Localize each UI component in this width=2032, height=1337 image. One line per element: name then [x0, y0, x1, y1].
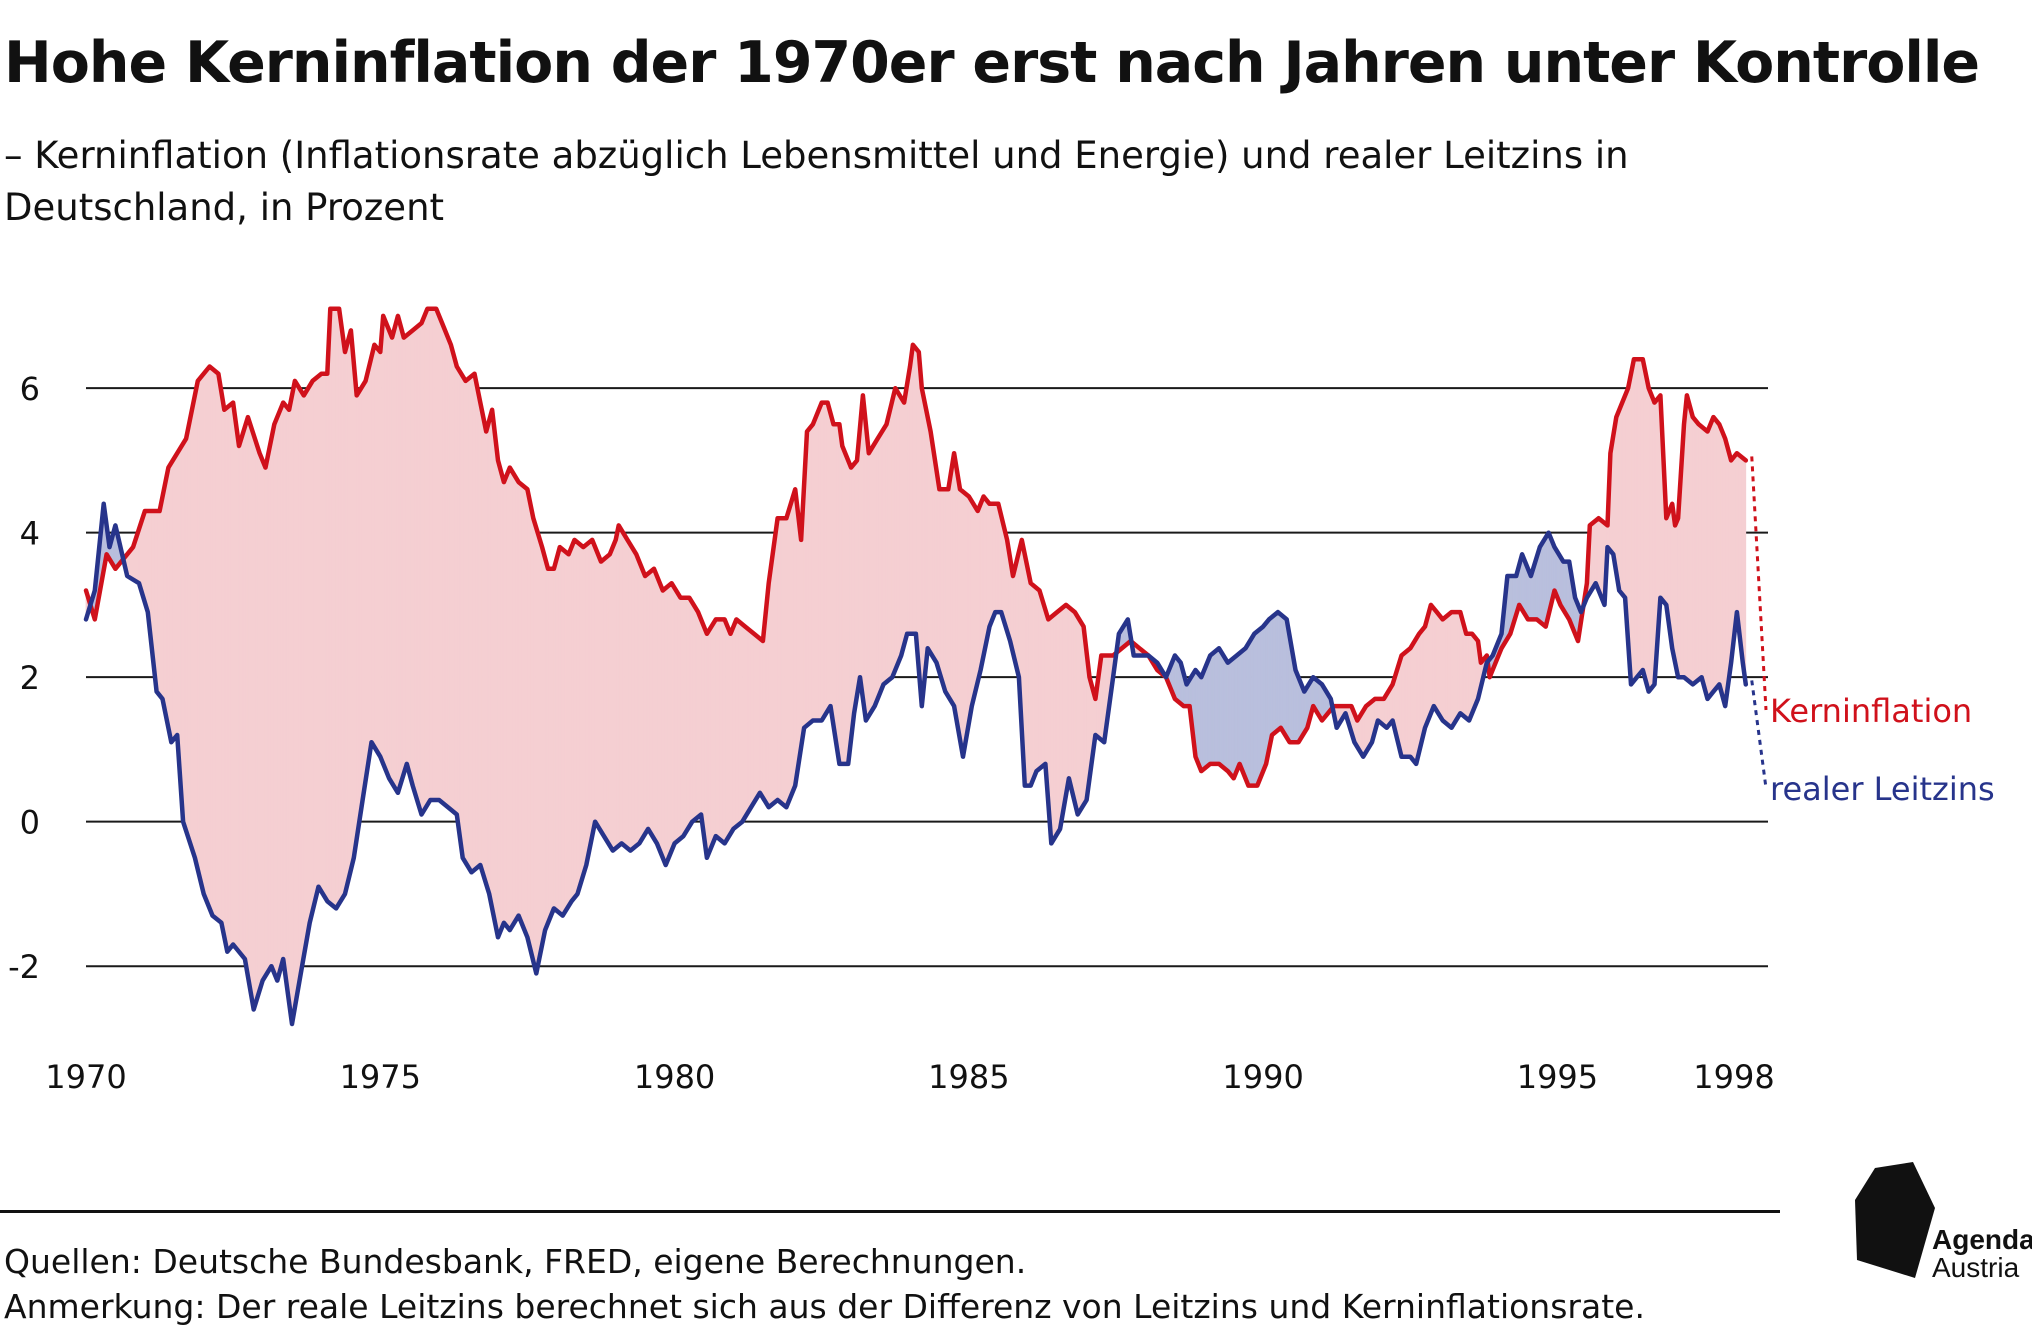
series-label-realer-leitzins: realer Leitzins: [1770, 770, 1995, 808]
x-tick-label: 1980: [634, 1058, 715, 1096]
x-tick-label: 1970: [45, 1058, 126, 1096]
series-leader-realer-leitzins: [1750, 680, 1768, 789]
fill-between-area: [85, 308, 1747, 1024]
line-chart: -2 0 2 4 6 1970 1975 1980 1985 1990 1995 1998 Kernin…: [8, 306, 1995, 1096]
x-tick-label: 1975: [340, 1058, 421, 1096]
logo-line-1: Agenda: [1932, 1224, 2032, 1255]
chart-title: Hohe Kerninflation der 1970er erst nach …: [4, 30, 1980, 96]
y-tick-label: 4: [20, 515, 40, 553]
sources-note: Quellen: Deutsche Bundesbank, FRED, eige…: [4, 1242, 1027, 1281]
x-tick-label: 1985: [928, 1058, 1009, 1096]
fill-segment-inflation-above: [1743, 458, 1747, 685]
agenda-austria-logo-icon: [1855, 1162, 1935, 1278]
y-tick-label: 6: [20, 370, 40, 408]
x-tick-label: 1990: [1222, 1058, 1303, 1096]
y-tick-label: 2: [20, 659, 40, 697]
footer-divider: [0, 1210, 1780, 1213]
logo-line-2: Austria: [1932, 1252, 2020, 1283]
x-tick-label: 1995: [1517, 1058, 1598, 1096]
chart-subtitle: – Kerninflation (Inflationsrate abzüglic…: [4, 134, 1629, 229]
methodology-note: Anmerkung: Der reale Leitzins berechnet …: [4, 1287, 1645, 1326]
series-line-realer-leitzins: [83, 501, 1749, 1027]
x-tick-label: 1998: [1693, 1058, 1774, 1096]
y-tick-label: -2: [8, 948, 40, 986]
series-leader-kerninflation: [1750, 456, 1768, 711]
series-line-kerninflation: [83, 306, 1749, 788]
series-label-kerninflation: Kerninflation: [1770, 692, 1972, 730]
y-tick-label: 0: [20, 804, 40, 842]
